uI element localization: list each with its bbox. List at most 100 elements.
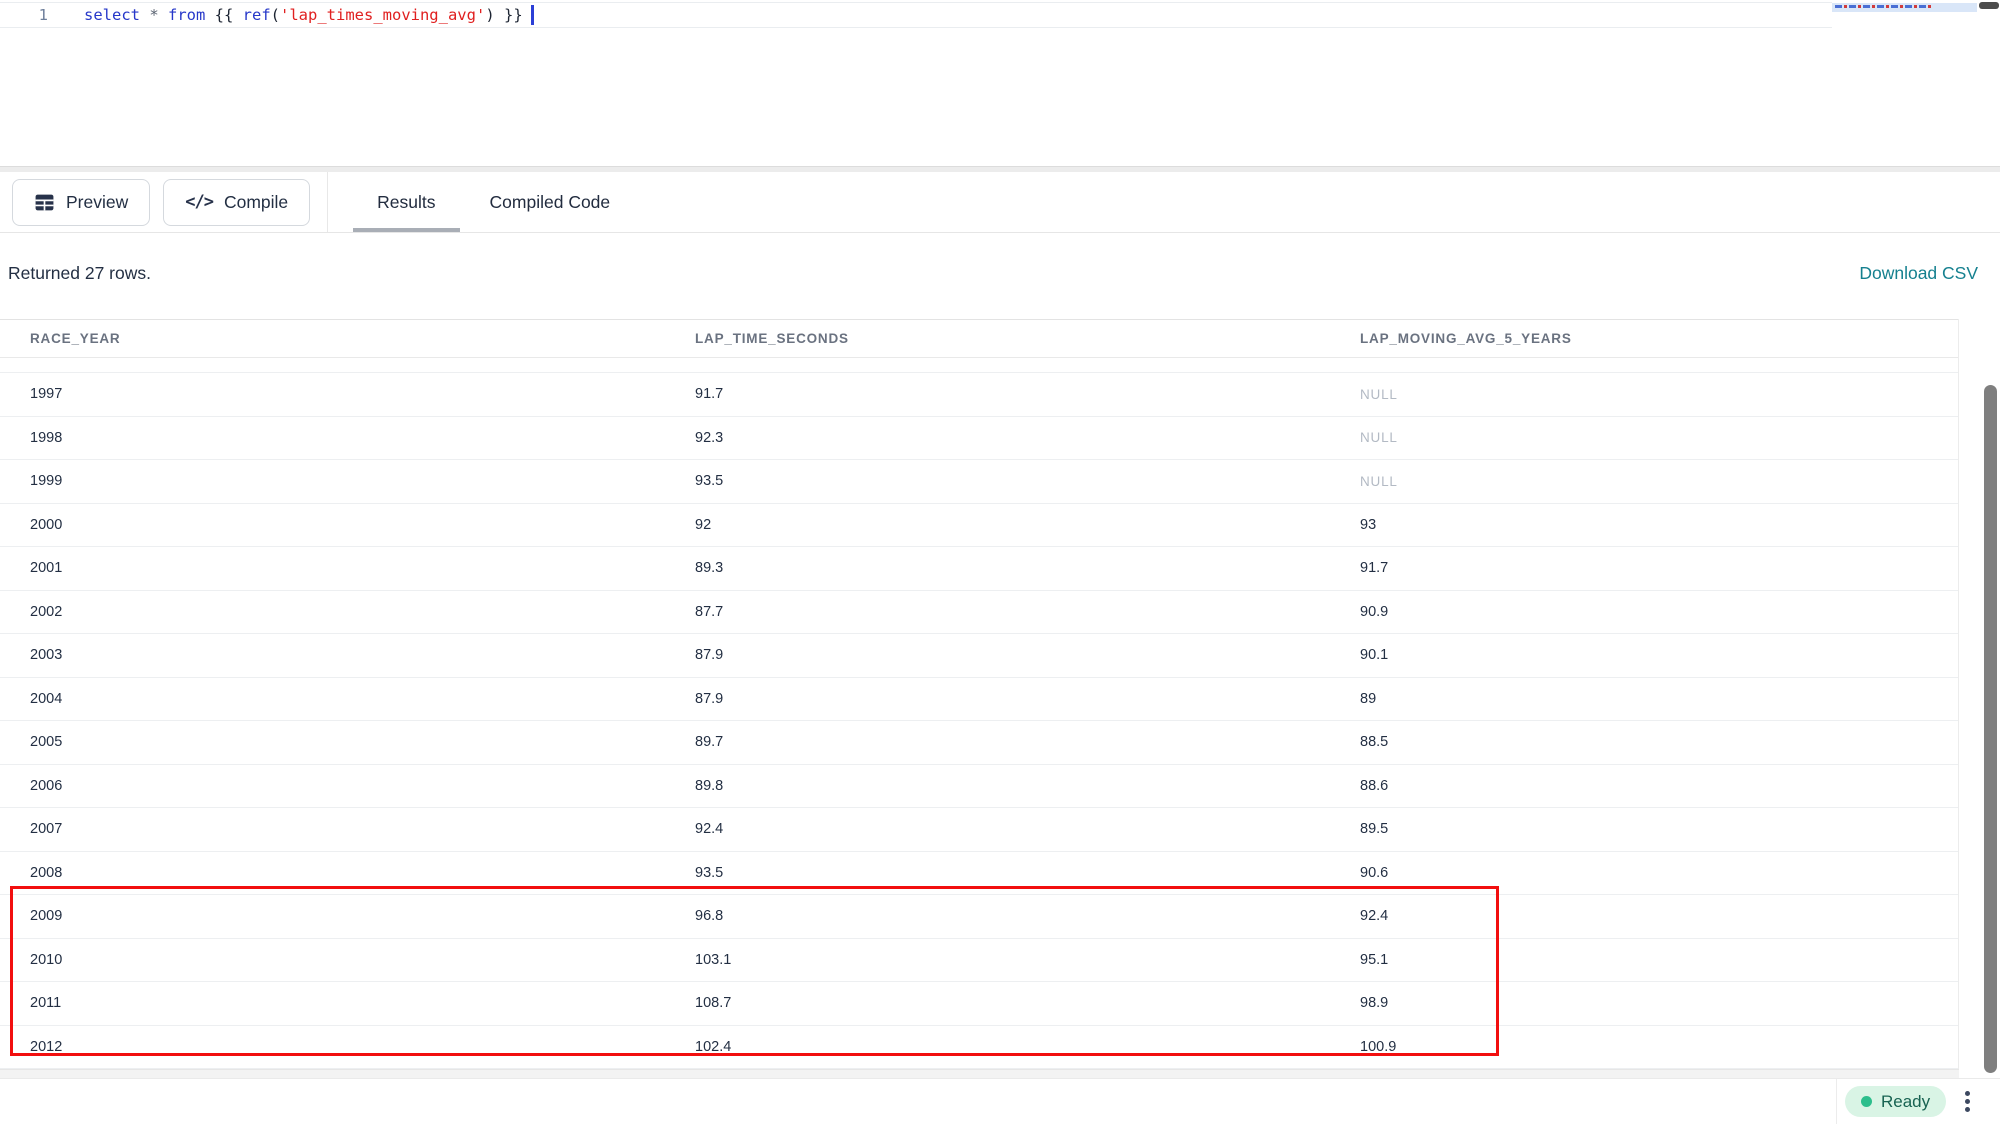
ready-status-label: Ready: [1881, 1091, 1931, 1111]
tab-results[interactable]: Results: [350, 172, 462, 232]
text-cursor: [530, 5, 534, 25]
compile-button-label: Compile: [223, 191, 289, 212]
cell-lap-time-seconds: 93.5: [695, 864, 724, 881]
download-csv-link[interactable]: Download CSV: [1859, 263, 1978, 283]
cell-race-year: 1998: [30, 429, 63, 446]
cell-lap-moving-avg: 98.9: [1360, 995, 1389, 1012]
cell-lap-moving-avg: 89.5: [1360, 821, 1389, 838]
cell-lap-moving-avg: 90.9: [1360, 603, 1389, 620]
cell-lap-time-seconds: 103.1: [695, 951, 732, 968]
sql-keyword-select: select: [84, 6, 140, 24]
table-row: 2003 87.9 90.1: [0, 634, 1958, 678]
code-line-1[interactable]: 1 select * from {{ ref('lap_times_moving…: [0, 2, 1832, 28]
table-row: 1998 92.3 NULL: [0, 416, 1958, 460]
cell-lap-moving-avg: 90.6: [1360, 864, 1389, 881]
tab-results-label: Results: [377, 191, 436, 212]
table-row: 1999 93.5 NULL: [0, 460, 1958, 504]
cell-lap-time-seconds: 89.8: [695, 777, 724, 794]
cell-race-year: 2008: [30, 864, 63, 881]
code-brackets-icon: </>: [185, 192, 214, 212]
cell-lap-time-seconds: 89.3: [695, 560, 724, 577]
cell-race-year: 1997: [30, 386, 63, 403]
cell-lap-moving-avg: 91.7: [1360, 560, 1389, 577]
cell-lap-time-seconds: 92.3: [695, 429, 724, 446]
cell-lap-moving-avg: 100.9: [1360, 1038, 1397, 1055]
table-row: 2004 87.9 89: [0, 677, 1958, 721]
partial-row-above: [0, 358, 1958, 373]
table-row: 2008 93.5 90.6: [0, 851, 1958, 895]
editor-scrollbar-thumb[interactable]: [1979, 2, 1999, 9]
cell-race-year: 2010: [30, 951, 63, 968]
cell-lap-moving-avg: 90.1: [1360, 647, 1389, 664]
table-row: 2012 102.4 100.9: [0, 1025, 1958, 1069]
preview-button-label: Preview: [66, 191, 129, 212]
results-table: RACE_YEAR LAP_TIME_SECONDS LAP_MOVING_AV…: [0, 319, 1959, 1069]
tab-compiled-code[interactable]: Compiled Code: [463, 172, 638, 232]
pane-resize-divider[interactable]: [0, 166, 2000, 172]
toolbar-divider: [327, 172, 329, 232]
column-header-race-year: RACE_YEAR: [30, 331, 121, 346]
cell-lap-moving-avg: 88.5: [1360, 734, 1389, 751]
cell-race-year: 2007: [30, 821, 63, 838]
kebab-menu-icon[interactable]: [1961, 1087, 1974, 1116]
cell-race-year: 2001: [30, 560, 63, 577]
cell-race-year: 2002: [30, 603, 63, 620]
results-table-body: 1997 91.7 NULL 1998 92.3 NULL 1999 93.5 NULL 2000…: [0, 373, 1958, 1069]
sql-editor[interactable]: 1 select * from {{ ref('lap_times_moving…: [0, 0, 2000, 166]
results-table-header: RACE_YEAR LAP_TIME_SECONDS LAP_MOVING_AV…: [0, 319, 1958, 358]
partial-row-below: [0, 1069, 1959, 1078]
cell-race-year: 2003: [30, 647, 63, 664]
table-row: 1997 91.7 NULL: [0, 373, 1958, 417]
table-grid-icon: [35, 194, 54, 210]
cell-race-year: 2006: [30, 777, 63, 794]
cell-lap-time-seconds: 92.4: [695, 821, 724, 838]
cell-race-year: 1999: [30, 473, 63, 490]
results-scrollbar-thumb[interactable]: [1984, 385, 1997, 1073]
cell-race-year: 2011: [30, 995, 62, 1012]
jinja-open-braces: {{: [205, 6, 243, 24]
sql-keyword-from: from: [168, 6, 206, 24]
ready-status-dot-icon: [1861, 1096, 1872, 1107]
table-row: 2006 89.8 88.6: [0, 764, 1958, 808]
close-paren: ): [485, 6, 495, 24]
cell-lap-moving-avg: 89: [1360, 690, 1377, 707]
cell-race-year: 2004: [30, 690, 63, 707]
table-row: 2011 108.7 98.9: [0, 982, 1958, 1026]
minimap-code-marks: [1835, 5, 1931, 8]
cell-lap-moving-avg: 92.4: [1360, 908, 1389, 925]
tab-compiled-code-label: Compiled Code: [489, 191, 611, 212]
sql-operator-star: *: [140, 6, 168, 24]
table-row: 2009 96.8 92.4: [0, 895, 1958, 939]
ready-status-badge: Ready: [1845, 1086, 1947, 1117]
cell-lap-moving-avg: 95.1: [1360, 951, 1389, 968]
table-row: 2007 92.4 89.5: [0, 808, 1958, 852]
jinja-close-braces: }}: [494, 6, 523, 24]
active-tab-underline: [353, 228, 460, 232]
bottom-status-bar: Ready: [0, 1078, 2000, 1124]
cell-lap-time-seconds: 93.5: [695, 473, 724, 490]
cell-lap-time-seconds: 96.8: [695, 908, 724, 925]
cell-lap-moving-avg: NULL: [1360, 386, 1398, 402]
table-row: 2000 92 93: [0, 503, 1958, 547]
table-row: 2005 89.7 88.5: [0, 721, 1958, 765]
results-toolbar: Preview </> Compile Results Compiled Cod…: [0, 172, 2000, 233]
cell-lap-time-seconds: 91.7: [695, 386, 724, 403]
cell-lap-moving-avg: 93: [1360, 516, 1377, 533]
compile-button[interactable]: </> Compile: [163, 178, 311, 226]
results-tabs: Results Compiled Code: [350, 172, 637, 232]
preview-button[interactable]: Preview: [12, 178, 151, 226]
table-row: 2001 89.3 91.7: [0, 547, 1958, 591]
cell-lap-moving-avg: NULL: [1360, 430, 1398, 446]
cell-lap-time-seconds: 108.7: [695, 995, 732, 1012]
cell-lap-time-seconds: 92: [695, 516, 712, 533]
cell-lap-time-seconds: 89.7: [695, 734, 724, 751]
column-header-lap-moving-avg: LAP_MOVING_AVG_5_YEARS: [1360, 331, 1572, 346]
cell-race-year: 2000: [30, 516, 63, 533]
cell-lap-time-seconds: 87.7: [695, 603, 724, 620]
column-header-lap-time-seconds: LAP_TIME_SECONDS: [695, 331, 849, 346]
cell-race-year: 2009: [30, 908, 63, 925]
cell-lap-moving-avg: 88.6: [1360, 777, 1389, 794]
cell-race-year: 2005: [30, 734, 63, 751]
editor-minimap[interactable]: [1832, 3, 1977, 12]
jinja-ref-function: ref: [242, 6, 271, 24]
